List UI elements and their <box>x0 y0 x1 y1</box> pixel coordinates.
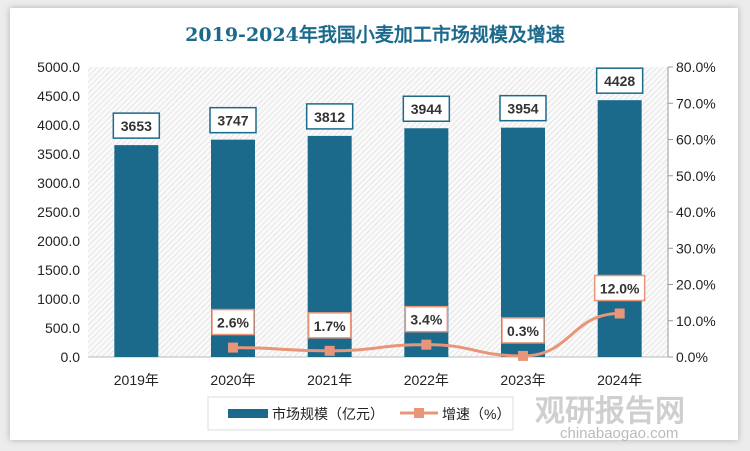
x-tick-label: 2020年 <box>210 372 255 388</box>
growth-marker <box>421 339 432 350</box>
y-left-tick-label: 0.0 <box>61 349 81 365</box>
bar-label-box <box>595 67 644 94</box>
y-right-tick-label: 20.0% <box>676 277 716 293</box>
y-right-tick-label: 40.0% <box>676 204 716 220</box>
growth-data-label: 0.3% <box>507 323 539 339</box>
growth-data-label: 3.4% <box>410 312 442 328</box>
y-right-tick-label: 60.0% <box>676 132 716 148</box>
growth-label-box <box>404 305 449 333</box>
y-left-tick-label: 3000.0 <box>37 175 80 191</box>
bar-data-label: 3954 <box>507 101 538 117</box>
x-tick-label: 2023年 <box>500 372 545 388</box>
bar-label-box <box>305 103 354 130</box>
chart-title: 2019-2024年我国小麦加工市场规模及增速 <box>185 23 565 46</box>
watermark-domain: chinabaogao.com <box>560 425 678 442</box>
legend-bar-swatch <box>228 409 268 418</box>
y-left-tick-label: 1500.0 <box>37 262 80 278</box>
y-right-tick-label: 70.0% <box>676 95 716 111</box>
bar-data-label: 3747 <box>217 113 248 129</box>
y-left-tick-label: 4000.0 <box>37 117 80 133</box>
y-right-tick-label: 50.0% <box>676 168 716 184</box>
x-tick-label: 2022年 <box>404 372 449 388</box>
y-left-tick-label: 5000.0 <box>37 59 80 75</box>
y-left-tick-label: 3500.0 <box>37 146 80 162</box>
legend-bar-label: 市场规模（亿元） <box>272 406 384 422</box>
x-tick-label: 2024年 <box>597 372 642 388</box>
y-right-tick-label: 30.0% <box>676 240 716 256</box>
growth-label-box <box>211 308 255 336</box>
bar-label-box <box>112 112 161 139</box>
y-right-tick-label: 80.0% <box>676 59 716 75</box>
growth-marker <box>324 345 335 356</box>
growth-data-label: 12.0% <box>600 281 640 297</box>
legend-line-marker <box>414 408 424 418</box>
bar-data-label: 3812 <box>314 109 345 125</box>
y-left-tick-label: 4500.0 <box>37 88 80 104</box>
x-tick-label: 2021年 <box>307 372 352 388</box>
growth-label-box <box>501 317 545 344</box>
bar-label-box <box>209 106 257 134</box>
growth-marker <box>518 350 528 361</box>
growth-data-label: 1.7% <box>314 318 346 334</box>
growth-label-box <box>593 274 646 302</box>
growth-label-box <box>307 312 352 339</box>
y-left-tick-label: 500.0 <box>45 320 80 336</box>
y-left-tick-label: 2500.0 <box>37 204 80 220</box>
watermark-name: 观研报告网 <box>535 395 685 428</box>
bar-data-label: 4428 <box>604 73 635 89</box>
bar-data-label: 3944 <box>411 101 442 117</box>
y-right-tick-label: 10.0% <box>676 313 716 329</box>
bar-label-box <box>499 94 547 122</box>
legend-line-label: 增速（%） <box>442 406 510 422</box>
growth-marker <box>228 342 238 353</box>
x-tick-label: 2019年 <box>114 372 159 388</box>
y-left-tick-label: 1000.0 <box>37 291 80 307</box>
bar-data-label: 3653 <box>121 118 152 134</box>
growth-data-label: 2.6% <box>217 315 249 331</box>
growth-marker <box>614 308 625 319</box>
y-left-tick-label: 2000.0 <box>37 233 80 249</box>
plot-area <box>88 67 668 357</box>
bar <box>114 145 159 357</box>
bar-label-box <box>402 95 451 122</box>
y-right-tick-label: 0.0% <box>676 349 708 365</box>
